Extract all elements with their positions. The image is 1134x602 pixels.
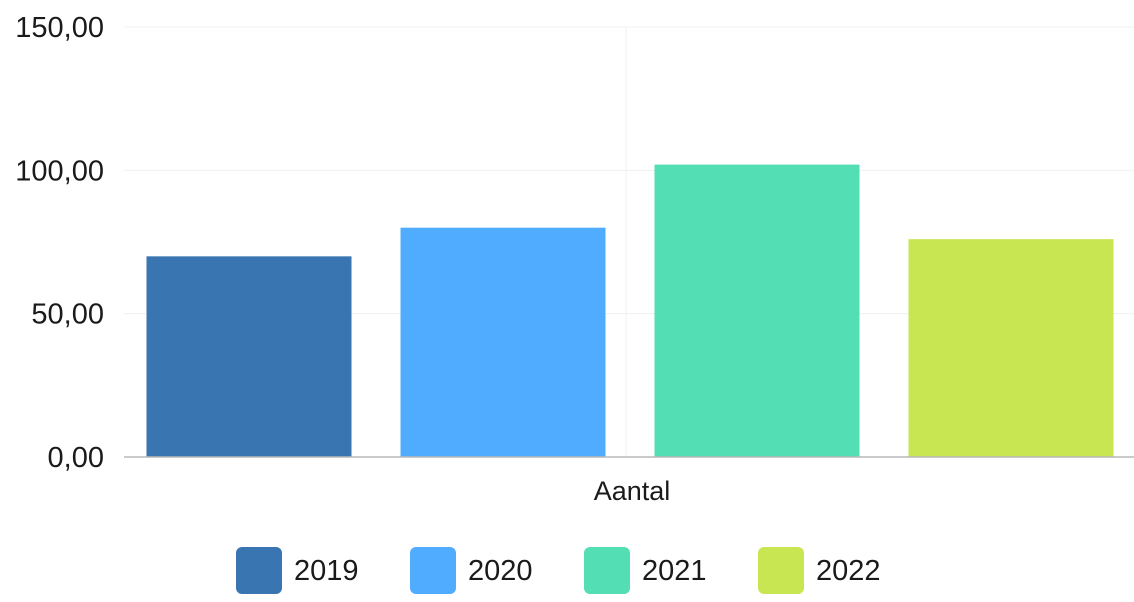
legend-label-2022[interactable]: 2022: [816, 555, 881, 587]
legend: 2019 2020 2021 2022: [236, 547, 881, 594]
legend-swatch-2019[interactable]: [236, 547, 282, 594]
bar-2020[interactable]: [400, 227, 606, 457]
legend-label-2021[interactable]: 2021: [642, 555, 707, 587]
y-axis-tick-labels: 0,00 50,00 100,00 150,00: [15, 12, 104, 474]
bars: [146, 164, 1114, 457]
x-category-label: Aantal: [594, 476, 671, 506]
y-tick-label: 50,00: [31, 299, 104, 331]
bar-2021[interactable]: [654, 164, 860, 457]
legend-label-2019[interactable]: 2019: [294, 555, 359, 587]
legend-swatch-2022[interactable]: [758, 547, 804, 594]
y-tick-label: 100,00: [15, 155, 104, 187]
bar-2022[interactable]: [908, 239, 1114, 457]
y-tick-label: 0,00: [48, 442, 104, 474]
y-tick-label: 150,00: [15, 12, 104, 44]
legend-swatch-2020[interactable]: [410, 547, 456, 594]
legend-swatch-2021[interactable]: [584, 547, 630, 594]
bar-2019[interactable]: [146, 256, 352, 457]
legend-label-2020[interactable]: 2020: [468, 555, 533, 587]
